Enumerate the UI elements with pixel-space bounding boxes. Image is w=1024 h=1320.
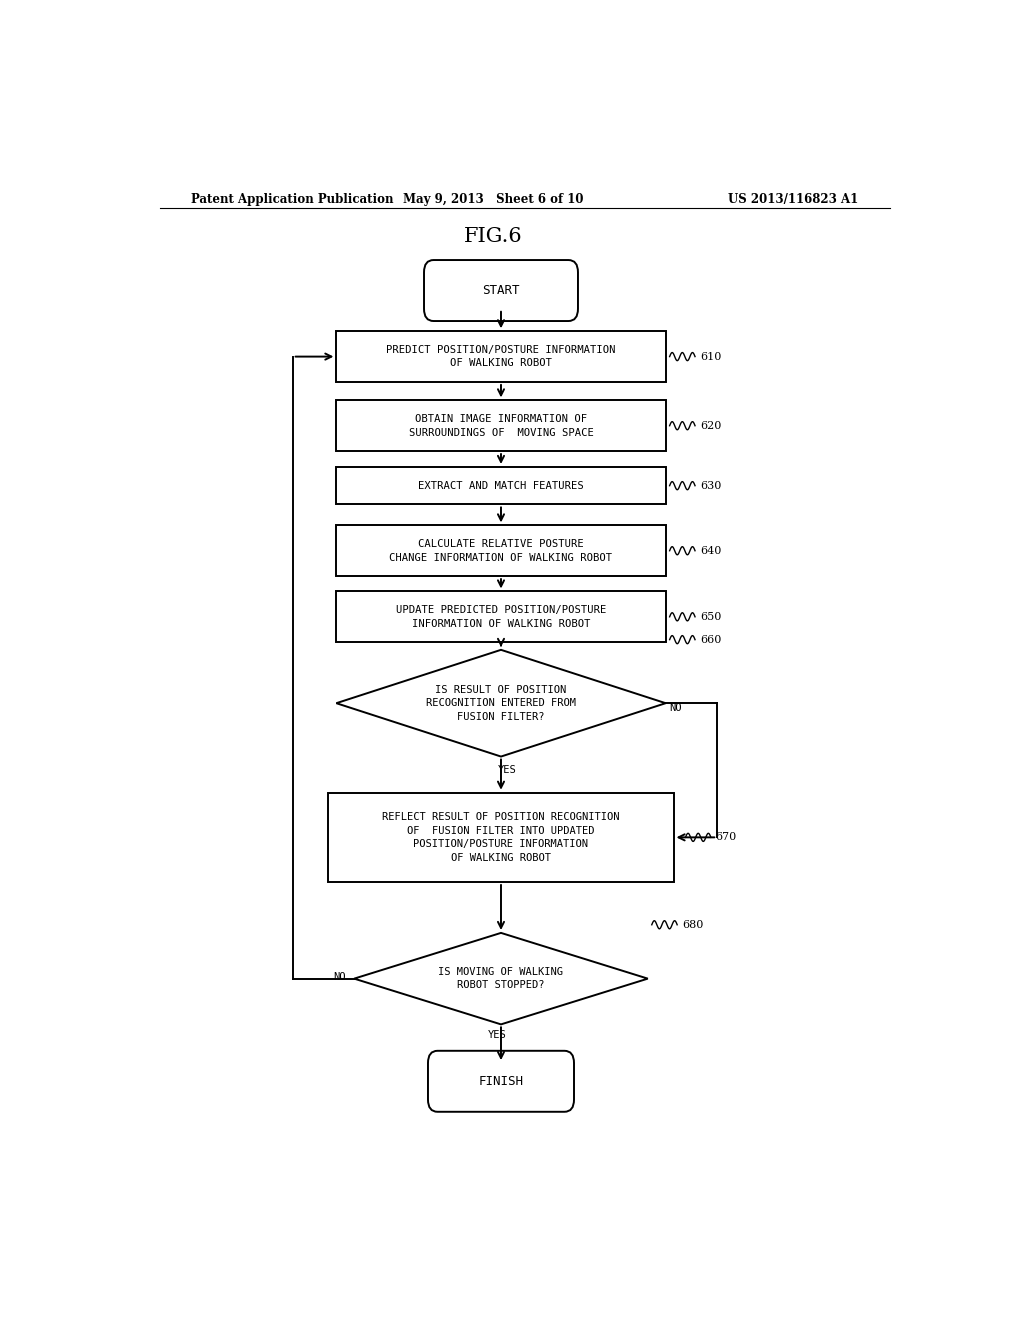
Text: 640: 640 — [699, 545, 721, 556]
Text: FIG.6: FIG.6 — [464, 227, 522, 246]
FancyBboxPatch shape — [336, 467, 666, 504]
Text: YES: YES — [498, 764, 517, 775]
Text: EXTRACT AND MATCH FEATURES: EXTRACT AND MATCH FEATURES — [418, 480, 584, 491]
Text: 610: 610 — [699, 351, 721, 362]
Text: IS RESULT OF POSITION
RECOGNITION ENTERED FROM
FUSION FILTER?: IS RESULT OF POSITION RECOGNITION ENTERE… — [426, 685, 575, 722]
FancyBboxPatch shape — [424, 260, 578, 321]
Text: OBTAIN IMAGE INFORMATION OF
SURROUNDINGS OF  MOVING SPACE: OBTAIN IMAGE INFORMATION OF SURROUNDINGS… — [409, 414, 594, 437]
Text: 670: 670 — [716, 833, 737, 842]
Text: REFLECT RESULT OF POSITION RECOGNITION
OF  FUSION FILTER INTO UPDATED
POSITION/P: REFLECT RESULT OF POSITION RECOGNITION O… — [382, 812, 620, 863]
Text: US 2013/116823 A1: US 2013/116823 A1 — [728, 193, 858, 206]
Text: START: START — [482, 284, 520, 297]
FancyBboxPatch shape — [336, 591, 666, 643]
Text: CALCULATE RELATIVE POSTURE
CHANGE INFORMATION OF WALKING ROBOT: CALCULATE RELATIVE POSTURE CHANGE INFORM… — [389, 539, 612, 562]
Text: YES: YES — [487, 1031, 507, 1040]
Text: UPDATE PREDICTED POSITION/POSTURE
INFORMATION OF WALKING ROBOT: UPDATE PREDICTED POSITION/POSTURE INFORM… — [396, 605, 606, 628]
Text: 620: 620 — [699, 421, 721, 430]
FancyBboxPatch shape — [428, 1051, 574, 1111]
Text: May 9, 2013   Sheet 6 of 10: May 9, 2013 Sheet 6 of 10 — [402, 193, 584, 206]
Text: 650: 650 — [699, 611, 721, 622]
Text: Patent Application Publication: Patent Application Publication — [191, 193, 394, 206]
Polygon shape — [354, 933, 648, 1024]
Text: 630: 630 — [699, 480, 721, 491]
Text: FINISH: FINISH — [478, 1074, 523, 1088]
FancyBboxPatch shape — [336, 525, 666, 576]
Text: PREDICT POSITION/POSTURE INFORMATION
OF WALKING ROBOT: PREDICT POSITION/POSTURE INFORMATION OF … — [386, 345, 615, 368]
Polygon shape — [336, 649, 666, 756]
Text: NO: NO — [670, 704, 682, 713]
Text: NO: NO — [334, 972, 346, 982]
FancyBboxPatch shape — [336, 400, 666, 451]
FancyBboxPatch shape — [329, 792, 674, 882]
Text: IS MOVING OF WALKING
ROBOT STOPPED?: IS MOVING OF WALKING ROBOT STOPPED? — [438, 966, 563, 990]
FancyBboxPatch shape — [336, 331, 666, 381]
Text: 680: 680 — [682, 920, 703, 929]
Text: 660: 660 — [699, 635, 721, 644]
